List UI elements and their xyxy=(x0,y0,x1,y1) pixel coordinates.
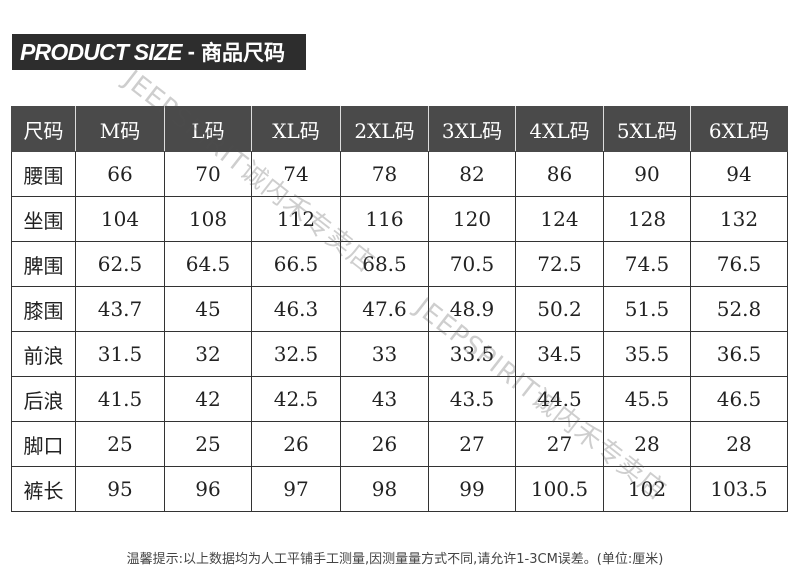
measurement-note: 温馨提示:以上数据均为人工平铺手工测量,因测量量方式不同,请允许1-3CM误差。… xyxy=(126,552,664,567)
table-cell: 94 xyxy=(690,151,788,197)
header-cell: 2XL码 xyxy=(340,106,429,152)
table-cell: 47.6 xyxy=(340,286,429,332)
header-cell: 4XL码 xyxy=(515,106,604,152)
table-cell: 42 xyxy=(164,376,252,422)
header-cell: 3XL码 xyxy=(428,106,516,152)
table-cell: 27 xyxy=(428,421,516,467)
header-cell: 尺码 xyxy=(11,106,76,152)
table-cell: 103.5 xyxy=(690,466,788,512)
header-row: 尺码 M码 L码 XL码 2XL码 3XL码 4XL码 5XL码 6XL码 xyxy=(11,106,788,152)
table-cell: 52.8 xyxy=(690,286,788,332)
table-cell: 43 xyxy=(340,376,429,422)
table-cell: 33.5 xyxy=(428,331,516,377)
table-cell: 45 xyxy=(164,286,252,332)
table-cell: 96 xyxy=(164,466,252,512)
row-label: 后浪 xyxy=(11,376,76,422)
size-chart-table: 尺码 M码 L码 XL码 2XL码 3XL码 4XL码 5XL码 6XL码 腰围… xyxy=(11,106,788,512)
table-cell: 82 xyxy=(428,151,516,197)
table-row: 后浪 41.5 42 42.5 43 43.5 44.5 45.5 46.5 xyxy=(11,376,788,422)
row-label: 坐围 xyxy=(11,196,76,242)
table-cell: 48.9 xyxy=(428,286,516,332)
table-cell: 66.5 xyxy=(251,241,341,287)
table-cell: 70 xyxy=(164,151,252,197)
table-cell: 112 xyxy=(251,196,341,242)
table-cell: 51.5 xyxy=(603,286,691,332)
table-cell: 43.5 xyxy=(428,376,516,422)
row-label: 裤长 xyxy=(11,466,76,512)
header-cell: XL码 xyxy=(251,106,341,152)
table-cell: 41.5 xyxy=(75,376,165,422)
row-label: 前浪 xyxy=(11,331,76,377)
table-row: 裤长 95 96 97 98 99 100.5 102 103.5 xyxy=(11,466,788,512)
table-cell: 35.5 xyxy=(603,331,691,377)
header-cell: L码 xyxy=(164,106,252,152)
table-cell: 120 xyxy=(428,196,516,242)
table-cell: 124 xyxy=(515,196,604,242)
table-cell: 66 xyxy=(75,151,165,197)
row-label: 腰围 xyxy=(11,151,76,197)
table-cell: 32 xyxy=(164,331,252,377)
table-cell: 95 xyxy=(75,466,165,512)
table-cell: 25 xyxy=(75,421,165,467)
header-cell: 5XL码 xyxy=(603,106,691,152)
table-cell: 78 xyxy=(340,151,429,197)
row-label: 膝围 xyxy=(11,286,76,332)
table-cell: 46.5 xyxy=(690,376,788,422)
table-cell: 26 xyxy=(340,421,429,467)
title-separator: - xyxy=(187,39,195,64)
table-cell: 98 xyxy=(340,466,429,512)
table-cell: 97 xyxy=(251,466,341,512)
table-cell: 70.5 xyxy=(428,241,516,287)
row-label: 脾围 xyxy=(11,241,76,287)
table-cell: 128 xyxy=(603,196,691,242)
table-cell: 43.7 xyxy=(75,286,165,332)
row-label: 脚口 xyxy=(11,421,76,467)
table-cell: 132 xyxy=(690,196,788,242)
table-cell: 28 xyxy=(690,421,788,467)
table-cell: 42.5 xyxy=(251,376,341,422)
table-cell: 34.5 xyxy=(515,331,604,377)
table-cell: 44.5 xyxy=(515,376,604,422)
title-banner: PRODUCT SIZE - 商品尺码 xyxy=(12,34,306,70)
title-chinese: 商品尺码 xyxy=(200,41,285,65)
table-cell: 46.3 xyxy=(251,286,341,332)
table-cell: 27 xyxy=(515,421,604,467)
table-cell: 74.5 xyxy=(603,241,691,287)
table-cell: 32.5 xyxy=(251,331,341,377)
table-cell: 50.2 xyxy=(515,286,604,332)
table-cell: 72.5 xyxy=(515,241,604,287)
table-cell: 102 xyxy=(603,466,691,512)
table-row: 脚口 25 25 26 26 27 27 28 28 xyxy=(11,421,788,467)
table-cell: 45.5 xyxy=(603,376,691,422)
table-row: 膝围 43.7 45 46.3 47.6 48.9 50.2 51.5 52.8 xyxy=(11,286,788,332)
table-cell: 116 xyxy=(340,196,429,242)
table-cell: 33 xyxy=(340,331,429,377)
table-cell: 90 xyxy=(603,151,691,197)
table-cell: 31.5 xyxy=(75,331,165,377)
table-cell: 99 xyxy=(428,466,516,512)
table-row: 坐围 104 108 112 116 120 124 128 132 xyxy=(11,196,788,242)
table-row: 前浪 31.5 32 32.5 33 33.5 34.5 35.5 36.5 xyxy=(11,331,788,377)
table-row: 脾围 62.5 64.5 66.5 68.5 70.5 72.5 74.5 76.5 xyxy=(11,241,788,287)
table-cell: 68.5 xyxy=(340,241,429,287)
header-cell: M码 xyxy=(75,106,165,152)
title-english: PRODUCT SIZE xyxy=(20,38,182,65)
table-cell: 86 xyxy=(515,151,604,197)
header-cell: 6XL码 xyxy=(690,106,788,152)
table-cell: 76.5 xyxy=(690,241,788,287)
table-row: 腰围 66 70 74 78 82 86 90 94 xyxy=(11,151,788,197)
table-cell: 26 xyxy=(251,421,341,467)
table-cell: 104 xyxy=(75,196,165,242)
table-cell: 64.5 xyxy=(164,241,252,287)
table-cell: 28 xyxy=(603,421,691,467)
table-cell: 100.5 xyxy=(515,466,604,512)
table-cell: 25 xyxy=(164,421,252,467)
table-cell: 62.5 xyxy=(75,241,165,287)
table-cell: 108 xyxy=(164,196,252,242)
table-cell: 36.5 xyxy=(690,331,788,377)
table-cell: 74 xyxy=(251,151,341,197)
table-body: 腰围 66 70 74 78 82 86 90 94 坐围 104 108 112 116 120 124 12… xyxy=(11,151,788,512)
